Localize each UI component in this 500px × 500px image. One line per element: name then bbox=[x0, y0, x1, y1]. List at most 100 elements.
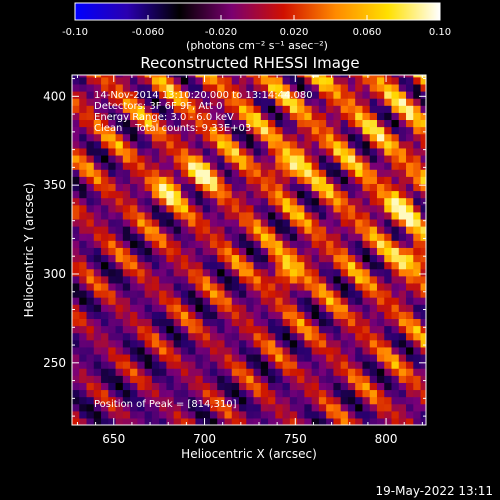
heatmap-cell bbox=[311, 289, 320, 298]
heatmap-cell bbox=[304, 325, 313, 334]
heatmap-cell bbox=[209, 140, 218, 149]
heatmap-cell bbox=[101, 162, 109, 170]
heatmap-cell bbox=[340, 375, 349, 383]
heatmap-cell bbox=[108, 197, 117, 206]
heatmap-cell bbox=[311, 140, 320, 149]
heatmap-cell bbox=[195, 318, 204, 327]
heatmap-cell bbox=[122, 112, 131, 121]
heatmap-cell bbox=[355, 190, 364, 199]
heatmap-cell bbox=[188, 83, 197, 92]
heatmap-cell bbox=[173, 339, 182, 348]
heatmap-cell bbox=[420, 410, 426, 419]
heatmap-cell bbox=[122, 169, 131, 177]
heatmap-cell bbox=[86, 375, 95, 383]
heatmap-cell bbox=[144, 410, 153, 419]
heatmap-cell bbox=[398, 76, 407, 85]
heatmap-cell bbox=[86, 162, 95, 170]
heatmap-cell bbox=[239, 211, 247, 220]
heatmap-cell bbox=[151, 76, 160, 85]
heatmap-cell bbox=[122, 190, 131, 199]
heatmap-cell bbox=[93, 268, 102, 277]
heatmap-cell bbox=[260, 254, 269, 263]
heatmap-cell bbox=[406, 368, 414, 376]
heatmap-cell bbox=[282, 289, 291, 298]
heatmap-cell bbox=[166, 169, 175, 177]
heatmap-cell bbox=[347, 75, 356, 78]
heatmap-cell bbox=[166, 98, 175, 106]
heatmap-cell bbox=[289, 417, 298, 425]
heatmap-cell bbox=[202, 90, 211, 99]
heatmap-cell bbox=[268, 311, 276, 319]
heatmap-cell bbox=[173, 83, 182, 92]
heatmap-cell bbox=[173, 332, 182, 341]
heatmap-cell bbox=[108, 275, 117, 284]
heatmap-cell bbox=[340, 332, 349, 341]
heatmap-cell bbox=[217, 75, 226, 78]
heatmap-cell bbox=[406, 169, 414, 177]
heatmap-cell bbox=[101, 339, 109, 348]
heatmap-cell bbox=[311, 162, 320, 170]
heatmap-cell bbox=[93, 382, 102, 391]
heatmap-cell bbox=[253, 297, 262, 305]
heatmap-cell bbox=[180, 275, 189, 284]
heatmap-cell bbox=[246, 332, 255, 341]
heatmap-cell bbox=[340, 417, 349, 425]
heatmap-cell bbox=[209, 275, 218, 284]
heatmap-cell bbox=[355, 346, 364, 355]
heatmap-cell bbox=[376, 361, 385, 369]
heatmap-cell bbox=[246, 368, 255, 376]
heatmap-cell bbox=[318, 218, 327, 227]
heatmap-cell bbox=[151, 162, 160, 170]
heatmap-cell bbox=[384, 361, 393, 369]
heatmap-cell bbox=[231, 339, 240, 348]
heatmap-cell bbox=[391, 353, 400, 362]
heatmap-cell bbox=[340, 126, 349, 135]
heatmap-cell bbox=[239, 169, 247, 177]
heatmap-cell bbox=[246, 325, 255, 334]
heatmap-cell bbox=[384, 396, 393, 405]
heatmap-cell bbox=[260, 218, 269, 227]
heatmap-cell bbox=[253, 233, 262, 241]
heatmap-cell bbox=[246, 247, 255, 256]
heatmap-cell bbox=[398, 112, 407, 121]
heatmap-cell bbox=[318, 410, 327, 419]
heatmap-cell bbox=[86, 218, 95, 227]
heatmap-cell bbox=[246, 126, 255, 135]
heatmap-cell bbox=[180, 289, 189, 298]
heatmap-cell bbox=[413, 346, 422, 355]
heatmap-cell bbox=[202, 353, 211, 362]
heatmap-cell bbox=[347, 112, 356, 121]
heatmap-cell bbox=[93, 147, 102, 156]
heatmap-cell bbox=[253, 361, 262, 369]
heatmap-cell bbox=[275, 304, 284, 312]
heatmap-cell bbox=[268, 417, 276, 425]
heatmap-cell bbox=[391, 90, 400, 99]
heatmap-cell bbox=[86, 275, 95, 284]
heatmap-cell bbox=[137, 325, 146, 334]
heatmap-cell bbox=[420, 375, 426, 383]
heatmap-cell bbox=[137, 140, 146, 149]
heatmap-cell bbox=[217, 289, 226, 298]
heatmap-cell bbox=[311, 218, 320, 227]
heatmap-cell bbox=[130, 218, 138, 227]
heatmap-cell bbox=[166, 254, 175, 263]
heatmap-cell bbox=[384, 297, 393, 305]
heatmap-cell bbox=[406, 147, 414, 156]
heatmap-cell bbox=[282, 382, 291, 391]
heatmap-cell bbox=[318, 226, 327, 234]
heatmap-cell bbox=[311, 410, 320, 419]
heatmap-cell bbox=[231, 169, 240, 177]
heatmap-cell bbox=[384, 346, 393, 355]
heatmap-cell bbox=[260, 90, 269, 99]
heatmap-cell bbox=[101, 247, 109, 256]
heatmap-cell bbox=[93, 289, 102, 298]
heatmap-cell bbox=[289, 339, 298, 348]
heatmap-cell bbox=[93, 282, 102, 291]
heatmap-cell bbox=[391, 417, 400, 425]
heatmap-cell bbox=[260, 147, 269, 156]
heatmap-cell bbox=[311, 183, 320, 192]
heatmap-cell bbox=[188, 240, 197, 248]
heatmap-cell bbox=[253, 112, 262, 121]
heatmap-cell bbox=[391, 218, 400, 227]
heatmap-cell bbox=[369, 190, 378, 199]
